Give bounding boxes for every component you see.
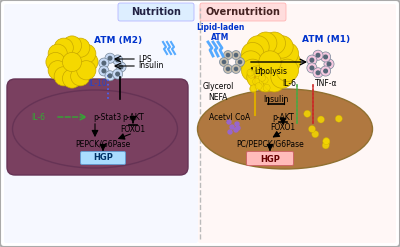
Circle shape (119, 65, 123, 69)
Circle shape (116, 72, 120, 76)
Text: Lipolysis: Lipolysis (254, 66, 288, 76)
Text: TNF-α: TNF-α (315, 80, 338, 88)
Circle shape (271, 36, 293, 58)
Circle shape (79, 52, 98, 72)
Circle shape (242, 59, 264, 82)
FancyBboxPatch shape (198, 4, 396, 243)
Circle shape (226, 67, 230, 71)
Circle shape (250, 85, 257, 92)
Circle shape (48, 61, 67, 80)
Circle shape (276, 59, 298, 82)
Circle shape (102, 69, 106, 73)
Ellipse shape (12, 90, 178, 168)
Text: FOXO1: FOXO1 (120, 124, 146, 133)
Circle shape (312, 131, 319, 138)
Text: p-AKT: p-AKT (272, 112, 294, 122)
Circle shape (224, 64, 232, 73)
Circle shape (255, 83, 262, 90)
Circle shape (247, 36, 269, 58)
Text: Acetyl CoA: Acetyl CoA (209, 112, 251, 122)
Circle shape (318, 116, 324, 123)
Circle shape (310, 58, 314, 62)
Circle shape (250, 85, 257, 92)
Circle shape (316, 53, 320, 57)
Circle shape (263, 32, 286, 54)
Circle shape (307, 55, 317, 65)
Circle shape (322, 142, 329, 149)
Text: Glycerol
NEFA: Glycerol NEFA (202, 82, 234, 102)
Circle shape (62, 36, 82, 55)
Circle shape (232, 51, 240, 60)
Text: Lipid-laden
ATM: Lipid-laden ATM (196, 22, 244, 42)
Circle shape (327, 62, 331, 66)
Circle shape (108, 56, 112, 60)
Text: Insulin: Insulin (263, 96, 289, 104)
Text: FOXO1: FOXO1 (270, 123, 296, 131)
Circle shape (99, 58, 109, 68)
Circle shape (261, 77, 268, 83)
Circle shape (316, 71, 320, 75)
Circle shape (258, 74, 266, 81)
Circle shape (276, 42, 298, 65)
Circle shape (252, 78, 260, 85)
Circle shape (234, 67, 238, 71)
Ellipse shape (198, 89, 372, 169)
Circle shape (116, 62, 126, 72)
Circle shape (102, 61, 106, 65)
Circle shape (105, 53, 115, 63)
Circle shape (77, 44, 96, 63)
FancyBboxPatch shape (80, 151, 126, 165)
Text: HGP: HGP (260, 155, 280, 164)
Text: p-Stat3: p-Stat3 (93, 112, 121, 122)
Circle shape (226, 53, 230, 57)
Text: ATM (M2): ATM (M2) (94, 36, 142, 45)
Circle shape (224, 51, 232, 60)
Circle shape (116, 58, 120, 62)
Circle shape (240, 51, 262, 73)
FancyBboxPatch shape (246, 151, 294, 165)
Circle shape (238, 61, 242, 63)
Circle shape (254, 70, 277, 92)
Circle shape (235, 122, 239, 126)
Circle shape (324, 69, 328, 73)
Circle shape (62, 69, 82, 88)
Circle shape (48, 44, 67, 63)
Circle shape (112, 55, 123, 65)
Circle shape (271, 66, 293, 88)
Circle shape (228, 130, 232, 134)
Circle shape (54, 67, 73, 86)
FancyBboxPatch shape (200, 3, 286, 21)
Circle shape (247, 66, 269, 88)
Text: PEPCK/G6Pase: PEPCK/G6Pase (75, 140, 131, 148)
Circle shape (77, 61, 96, 80)
Circle shape (324, 55, 328, 59)
Circle shape (248, 71, 255, 78)
Circle shape (313, 68, 323, 78)
Circle shape (324, 59, 334, 69)
Circle shape (335, 115, 342, 122)
Text: Nutrition: Nutrition (131, 7, 181, 17)
Text: IL-6: IL-6 (282, 80, 296, 88)
Circle shape (105, 71, 115, 81)
Circle shape (234, 53, 238, 57)
Circle shape (227, 120, 231, 124)
Circle shape (307, 63, 317, 73)
Circle shape (263, 70, 286, 92)
Circle shape (320, 66, 331, 76)
Circle shape (313, 50, 323, 60)
FancyBboxPatch shape (7, 79, 188, 175)
Circle shape (236, 126, 240, 130)
Circle shape (263, 84, 270, 91)
Circle shape (99, 66, 109, 76)
Circle shape (220, 58, 228, 66)
Circle shape (278, 51, 300, 73)
Circle shape (222, 61, 226, 63)
Text: Insulin: Insulin (138, 62, 163, 70)
Circle shape (323, 138, 330, 144)
Text: IL-10: IL-10 (88, 80, 107, 88)
Text: LPS: LPS (138, 55, 152, 63)
Circle shape (247, 69, 254, 76)
Circle shape (108, 74, 112, 78)
FancyBboxPatch shape (118, 3, 194, 21)
